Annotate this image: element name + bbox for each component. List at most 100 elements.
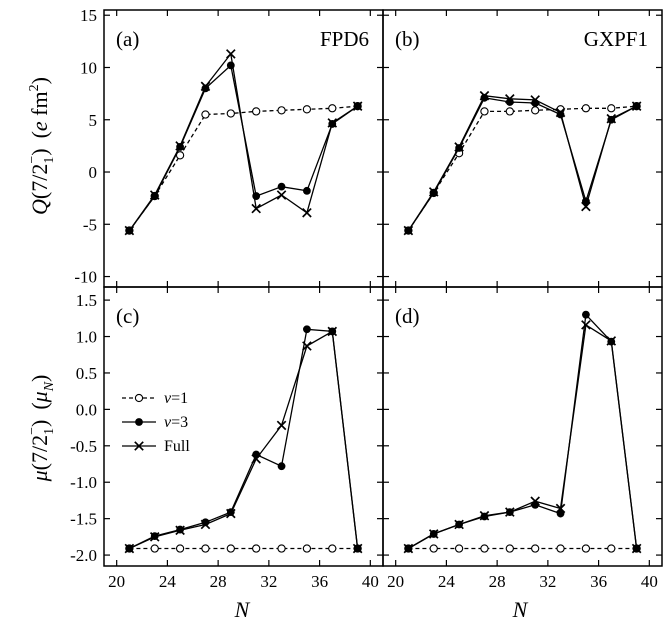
y-tick-label: 10: [80, 58, 97, 77]
point-cross: [581, 201, 591, 212]
point-cross: [631, 101, 642, 111]
panel-frame: [382, 9, 663, 288]
cross-stroke: [403, 543, 414, 554]
cross-stroke: [226, 49, 236, 59]
x-axis-label-right: N: [512, 597, 529, 622]
point-cross: [530, 95, 540, 105]
legend-label: Full: [164, 438, 190, 455]
point-cross: [149, 532, 160, 542]
bottom-y-axis-label: μ(7/21−)(μN): [25, 375, 57, 483]
point-cross: [555, 107, 566, 118]
cross-stroke: [200, 519, 211, 530]
series-line: [408, 323, 638, 550]
series-line: [128, 52, 358, 231]
series-line: [128, 64, 358, 231]
point-cross: [479, 90, 490, 101]
point-filled-circle: [303, 325, 311, 334]
point-cross: [149, 190, 160, 200]
cross-stroke: [454, 519, 464, 530]
cross-stroke: [606, 336, 617, 346]
point-cross: [479, 510, 490, 521]
point-open-circle: [581, 544, 591, 553]
point-cross: [200, 519, 211, 530]
cross-stroke: [454, 142, 464, 152]
y-tick-label: -1.0: [70, 473, 97, 492]
legend-marker: [134, 441, 144, 451]
series-line: [129, 330, 359, 550]
point-cross: [124, 543, 135, 554]
cross-stroke: [302, 341, 312, 351]
panel-frame: [103, 9, 384, 288]
cross-stroke: [631, 543, 642, 554]
point-cross: [327, 118, 338, 128]
point-open-circle: [175, 544, 185, 553]
panel-frame: [382, 286, 663, 567]
point-filled-circle: [277, 182, 286, 191]
cross-stroke: [428, 187, 439, 197]
x-tick-label: 24: [159, 572, 177, 591]
point-cross: [428, 529, 439, 539]
legend-marker: [135, 418, 143, 426]
y-tick-label: 0.0: [76, 400, 97, 419]
point-open-circle: [454, 544, 464, 553]
panel-3: 20 24 28 32 36 40 (d): [382, 286, 663, 591]
y-tick-label: -0.5: [70, 437, 97, 456]
cross-stroke: [276, 190, 287, 200]
cross-stroke: [175, 525, 185, 536]
y-tick-label: 1.5: [76, 291, 97, 310]
point-open-circle: [328, 544, 337, 553]
cross-stroke: [302, 207, 312, 218]
point-cross: [454, 142, 464, 152]
point-cross: [505, 94, 515, 104]
point-open-circle: [201, 110, 210, 119]
cross-stroke: [124, 225, 135, 236]
y-tick-label: -2.0: [70, 546, 97, 565]
x-tick-label: 20: [108, 572, 125, 591]
point-open-circle: [150, 544, 159, 553]
panel-1: (b) GXPF1: [382, 9, 663, 288]
point-cross: [276, 420, 287, 431]
cross-stroke: [479, 510, 490, 521]
y-tick-label: -10: [74, 268, 97, 287]
cross-stroke: [581, 320, 591, 330]
point-filled-circle: [582, 310, 590, 319]
x-tick-label: 32: [260, 572, 277, 591]
cross-stroke: [226, 508, 236, 519]
y-tick-label: 5: [89, 111, 98, 130]
point-cross: [555, 503, 566, 514]
point-cross: [226, 49, 236, 59]
point-cross: [302, 341, 312, 351]
point-open-circle: [505, 107, 514, 116]
point-cross: [251, 203, 261, 214]
cross-stroke: [352, 101, 363, 111]
x-tick-label: 36: [311, 572, 328, 591]
cross-stroke: [631, 101, 642, 111]
cross-stroke: [479, 90, 490, 101]
panel-label: (a): [116, 27, 139, 51]
cross-stroke: [276, 420, 287, 431]
point-cross: [124, 225, 135, 236]
legend-item-full: Full: [122, 438, 190, 455]
point-open-circle: [480, 544, 489, 553]
point-open-circle: [226, 109, 235, 118]
point-open-circle: [531, 106, 540, 115]
cross-stroke: [555, 503, 566, 514]
x-tick-label: 24: [438, 572, 456, 591]
point-cross: [403, 543, 414, 554]
legend-label: v=3: [164, 414, 188, 431]
point-open-circle: [531, 544, 540, 553]
x-tick-label: 36: [590, 572, 607, 591]
point-cross: [606, 113, 617, 124]
point-cross: [276, 190, 287, 200]
series-line: [407, 94, 637, 231]
panel-frame: [103, 286, 384, 567]
y-tick-label: 1.0: [76, 328, 97, 347]
point-open-circle: [201, 544, 210, 553]
cross-stroke: [149, 532, 160, 542]
cross-stroke: [606, 113, 617, 124]
point-open-circle: [607, 544, 616, 553]
cross-stroke: [327, 326, 338, 337]
point-cross: [454, 519, 464, 530]
y-tick-label: 15: [80, 6, 97, 25]
